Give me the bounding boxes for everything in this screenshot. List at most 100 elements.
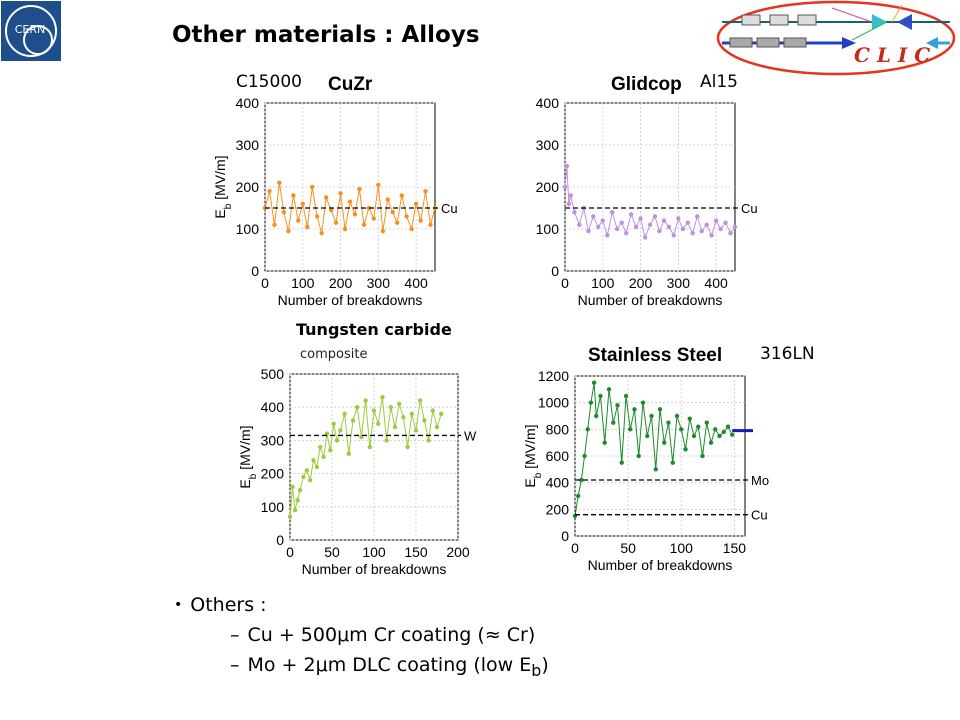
data-point [652, 214, 658, 219]
data-point [311, 458, 316, 463]
data-point [413, 201, 419, 206]
bullet-sub-1-text: Cu + 500μm Cr coating (≈ Cr) [247, 624, 536, 646]
data-point [640, 400, 646, 405]
data-point [334, 438, 340, 443]
bullet-main-text: Others : [190, 594, 267, 616]
data-point [649, 413, 654, 419]
data-point [623, 393, 629, 399]
data-point [717, 433, 722, 439]
data-point [695, 214, 700, 219]
x-tick-label: 150 [404, 544, 428, 560]
data-point [328, 448, 333, 453]
data-point [331, 421, 336, 426]
data-point [388, 405, 393, 410]
y-tick-label: 300 [236, 137, 260, 153]
x-tick-label: 0 [571, 540, 579, 556]
y-axis-label-subscript: b [223, 203, 234, 209]
data-point [281, 210, 287, 215]
x-tick-label: 300 [667, 275, 691, 291]
data-point [628, 427, 633, 432]
ss-grade-label: 316LN [760, 344, 815, 364]
y-tick-label: 0 [561, 528, 569, 544]
data-point [645, 433, 650, 439]
data-point [628, 212, 634, 217]
data-point [713, 218, 719, 223]
bullet-dash: – [230, 624, 240, 646]
y-axis-label-symbol: E [212, 209, 228, 218]
data-point [602, 440, 607, 445]
y-tick-label: 400 [536, 95, 560, 111]
x-tick-label: 0 [286, 544, 294, 560]
y-tick-label: 400 [236, 95, 260, 111]
data-point [670, 460, 675, 465]
bullet-list: • Others : – Cu + 500μm Cr coating (≈ Cr… [174, 594, 549, 680]
data-point [632, 407, 637, 412]
data-point [355, 405, 360, 410]
data-point [401, 414, 406, 420]
x-tick-label: 200 [446, 544, 470, 560]
data-point [725, 424, 731, 429]
data-point [633, 224, 639, 230]
clic-logo: C L I C [716, 0, 956, 76]
data-point [426, 438, 431, 443]
data-point [610, 210, 615, 215]
data-point [662, 440, 667, 445]
data-point [666, 420, 671, 425]
x-tick-label: 0 [561, 275, 569, 291]
data-point [392, 424, 398, 430]
data-point [709, 233, 714, 238]
data-point [314, 214, 320, 219]
data-point [290, 484, 295, 490]
reference-label: Cu [751, 508, 768, 523]
x-axis-label: Number of breakdowns [588, 557, 733, 573]
y-tick-label: 400 [546, 475, 570, 491]
data-point [728, 231, 733, 236]
data-point [564, 163, 570, 169]
reference-label: Cu [741, 201, 758, 216]
data-point [267, 189, 272, 194]
bullet-sub-1: – Cu + 500μm Cr coating (≈ Cr) [230, 624, 549, 646]
y-tick-label: 500 [261, 366, 285, 382]
chart-title-stainless: Stainless Steel [588, 345, 723, 366]
bullet-sub-2-text-main: Mo + 2μm DLC coating (low E [247, 654, 532, 676]
x-tick-label: 100 [362, 544, 386, 560]
data-point [568, 193, 573, 198]
cuzr-grade-label: C15000 [236, 72, 302, 92]
x-tick-label: 400 [404, 275, 428, 291]
data-point [346, 451, 351, 456]
x-tick-label: 300 [367, 275, 391, 291]
data-point [418, 218, 423, 223]
data-point [380, 395, 385, 400]
x-tick-label: 100 [591, 275, 615, 291]
data-point [577, 222, 582, 227]
data-point [361, 222, 367, 227]
data-point [562, 184, 568, 190]
reference-label: W [464, 428, 477, 443]
x-tick-label: 100 [291, 275, 315, 291]
data-point [671, 233, 676, 238]
data-point [405, 444, 410, 450]
data-point [371, 216, 376, 221]
data-point [277, 180, 282, 185]
data-point [704, 222, 709, 227]
tungsten-carbide-title: Tungsten carbide [296, 320, 452, 339]
y-tick-label: 600 [546, 448, 570, 464]
y-tick-label: 300 [261, 432, 285, 448]
data-point [642, 235, 648, 240]
y-axis-label-subscript: b [248, 473, 259, 479]
bullet-sub-2: – Mo + 2μm DLC coating (low Eb) [230, 654, 549, 680]
data-point [428, 222, 433, 227]
data-point [566, 201, 571, 206]
x-tick-label: 100 [670, 540, 694, 556]
data-point [624, 231, 629, 236]
bullet-sub-2-subscript: b [531, 660, 542, 680]
data-point [619, 460, 624, 465]
data-point [366, 205, 372, 211]
data-point [307, 478, 313, 483]
data-point [579, 477, 584, 483]
data-point [272, 222, 277, 227]
data-point [390, 210, 395, 215]
data-point [380, 228, 386, 234]
